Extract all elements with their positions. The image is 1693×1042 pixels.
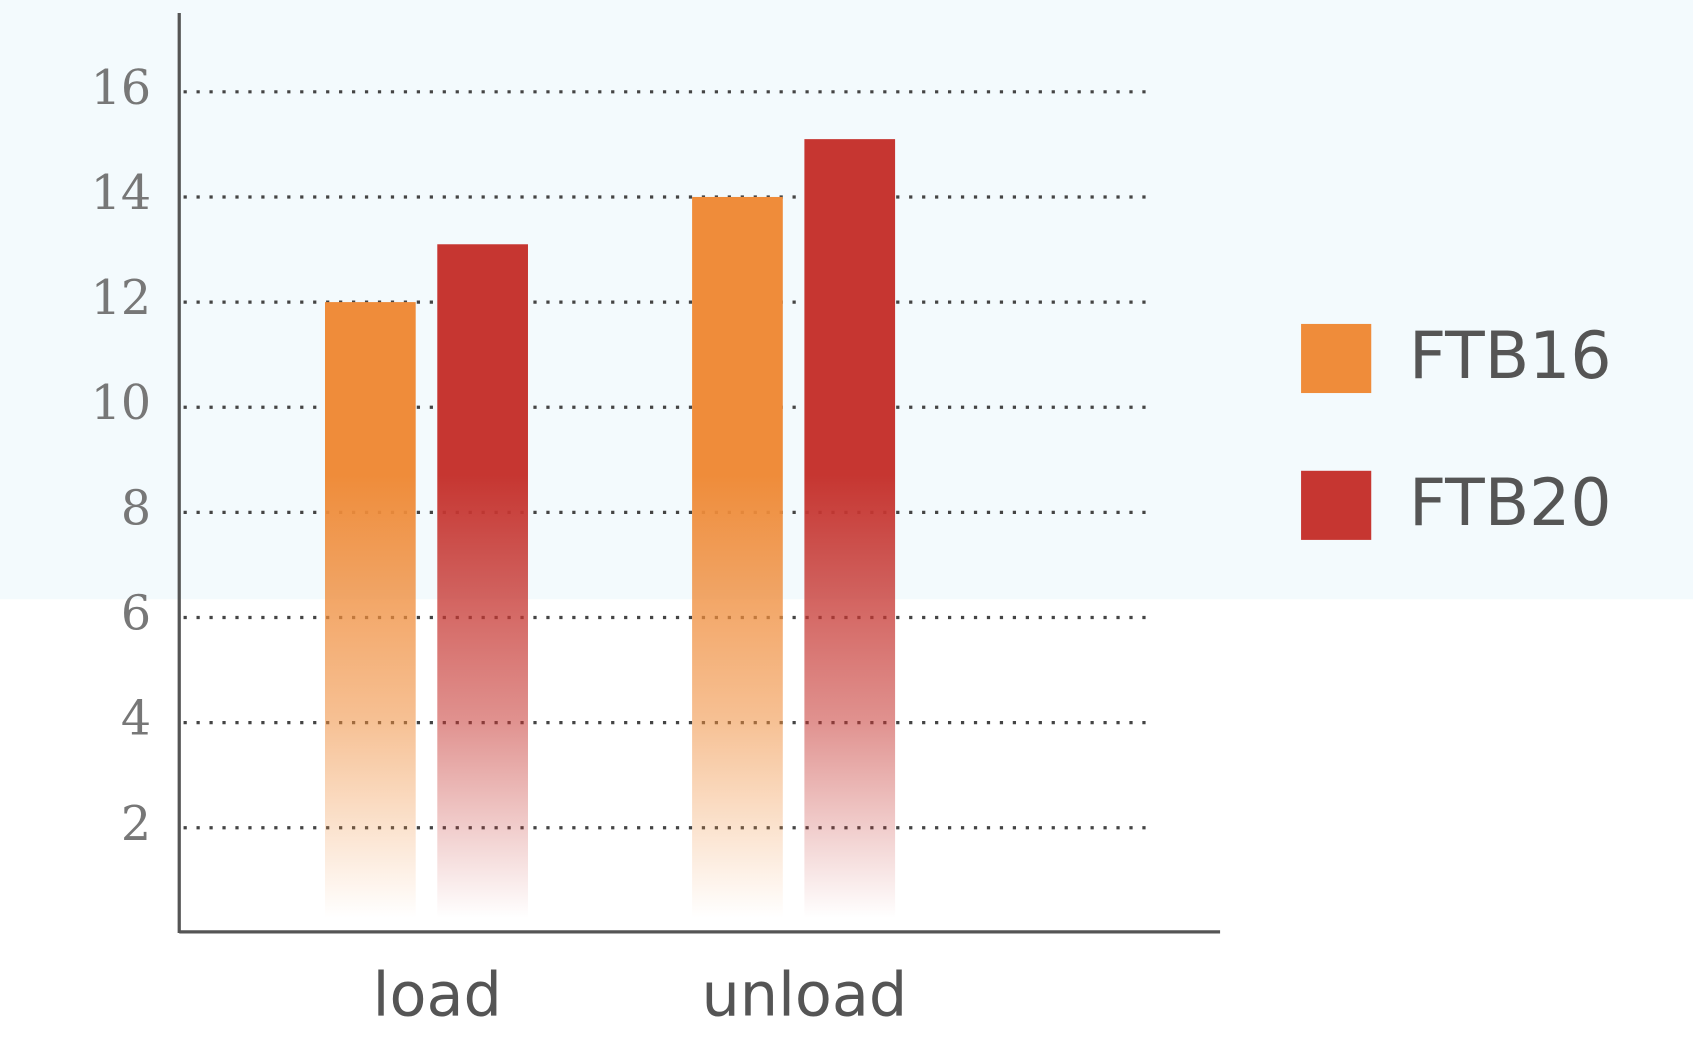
y-tick-label: 10 bbox=[91, 376, 151, 431]
bar bbox=[437, 244, 528, 933]
x-tick-label: unload bbox=[701, 960, 907, 1030]
y-tick-label: 4 bbox=[121, 692, 151, 747]
y-tick-label: 14 bbox=[91, 166, 151, 221]
y-tick-label: 8 bbox=[121, 481, 151, 536]
bar bbox=[324, 302, 416, 933]
y-tick-label: 12 bbox=[91, 271, 151, 326]
bar bbox=[804, 139, 896, 933]
legend-swatch bbox=[1301, 470, 1372, 540]
legend-label: FTB20 bbox=[1409, 466, 1612, 541]
y-tick-label: 2 bbox=[121, 797, 151, 852]
y-tick-label: 6 bbox=[121, 587, 151, 642]
bar bbox=[692, 196, 783, 933]
legend-swatch bbox=[1301, 323, 1372, 394]
x-tick-label: load bbox=[373, 960, 502, 1030]
legend-label: FTB16 bbox=[1409, 319, 1612, 394]
y-tick-label: 16 bbox=[91, 61, 151, 116]
